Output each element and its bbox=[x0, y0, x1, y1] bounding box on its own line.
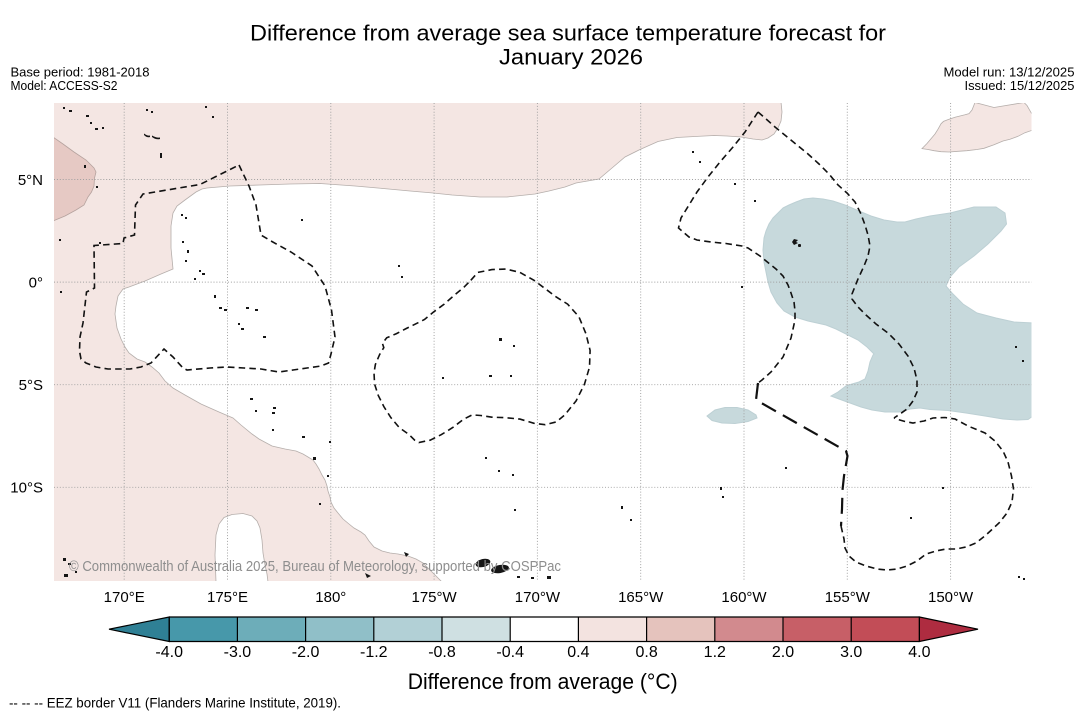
svg-text:-2.0: -2.0 bbox=[292, 644, 320, 661]
svg-text:-- -- -- EEZ border V11 (Fla: -- -- -- EEZ border V11 (Flanders Marine… bbox=[9, 695, 341, 711]
svg-text:175°W: 175°W bbox=[412, 589, 458, 606]
svg-text:Difference from average sea su: Difference from average sea surface temp… bbox=[250, 21, 886, 46]
svg-text:10°S: 10°S bbox=[10, 480, 43, 497]
svg-text:170°W: 170°W bbox=[515, 589, 561, 606]
svg-text:Model run: 13/12/2025: Model run: 13/12/2025 bbox=[944, 65, 1075, 80]
svg-text:0.4: 0.4 bbox=[567, 644, 589, 661]
svg-text:© Commonwealth of Australia 20: © Commonwealth of Australia 2025, Bureau… bbox=[69, 559, 561, 575]
svg-text:160°W: 160°W bbox=[721, 589, 767, 606]
svg-text:180°: 180° bbox=[315, 589, 346, 606]
svg-text:4.0: 4.0 bbox=[908, 644, 930, 661]
svg-text:-3.0: -3.0 bbox=[224, 644, 252, 661]
svg-text:155°W: 155°W bbox=[825, 589, 871, 606]
svg-text:2.0: 2.0 bbox=[772, 644, 794, 661]
svg-text:3.0: 3.0 bbox=[840, 644, 862, 661]
svg-text:-0.8: -0.8 bbox=[428, 644, 456, 661]
svg-text:January 2026: January 2026 bbox=[499, 45, 643, 70]
svg-text:175°E: 175°E bbox=[207, 589, 248, 606]
svg-text:1.2: 1.2 bbox=[704, 644, 726, 661]
svg-text:5°S: 5°S bbox=[19, 377, 43, 394]
svg-text:0.8: 0.8 bbox=[635, 644, 657, 661]
svg-text:150°W: 150°W bbox=[928, 589, 974, 606]
svg-text:-1.2: -1.2 bbox=[360, 644, 388, 661]
svg-text:165°W: 165°W bbox=[618, 589, 664, 606]
svg-text:0°: 0° bbox=[29, 275, 43, 292]
svg-text:-4.0: -4.0 bbox=[155, 644, 183, 661]
svg-text:Model: ACCESS-S2: Model: ACCESS-S2 bbox=[11, 78, 118, 93]
svg-text:170°E: 170°E bbox=[104, 589, 145, 606]
svg-text:5°N: 5°N bbox=[18, 172, 43, 189]
svg-text:Issued: 15/12/2025: Issued: 15/12/2025 bbox=[965, 78, 1075, 93]
svg-text:-0.4: -0.4 bbox=[496, 644, 524, 661]
svg-text:Base period: 1981-2018: Base period: 1981-2018 bbox=[11, 65, 150, 80]
svg-text:Difference from average (°C): Difference from average (°C) bbox=[408, 669, 678, 694]
